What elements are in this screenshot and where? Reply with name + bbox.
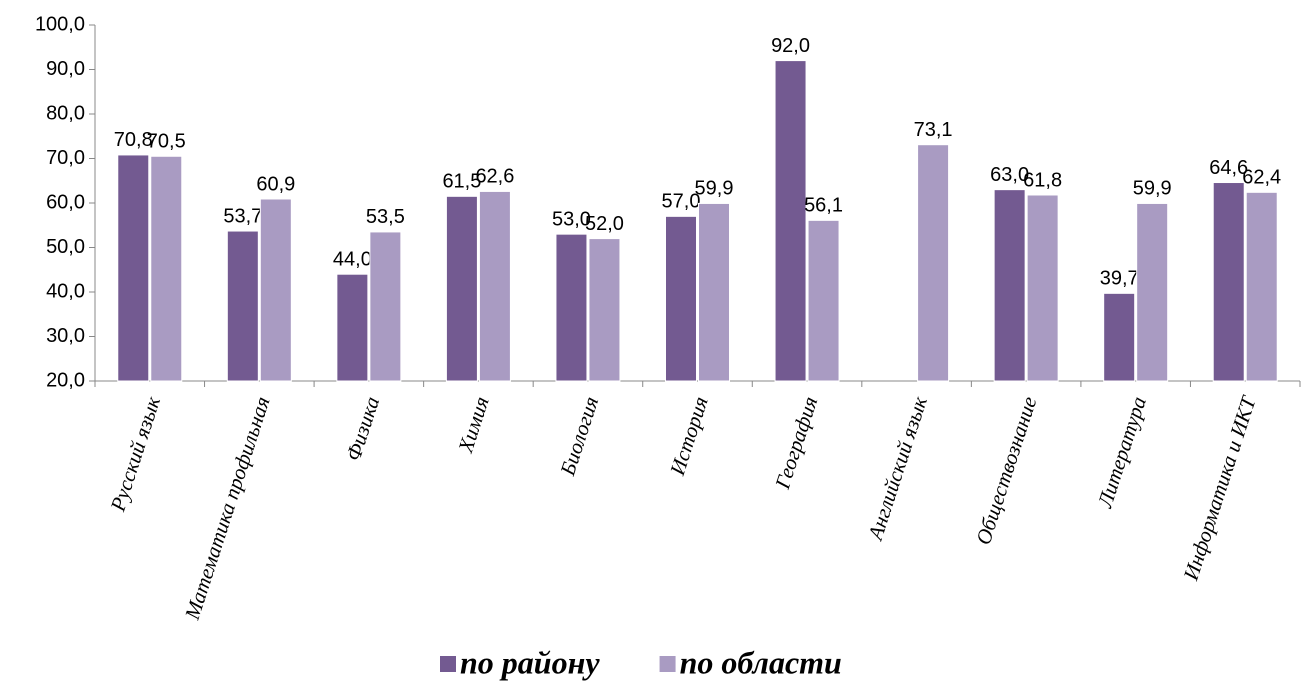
legend-swatch (440, 656, 456, 672)
legend-label: по району (460, 644, 600, 680)
y-tick-label: 30,0 (46, 325, 85, 347)
legend-label: по области (680, 644, 842, 680)
data-label: 62,4 (1242, 167, 1281, 189)
data-label: 61,8 (1023, 169, 1062, 191)
bar (1026, 194, 1059, 382)
y-tick-label: 20,0 (46, 369, 85, 391)
data-label: 63,0 (990, 164, 1029, 186)
data-label: 92,0 (771, 35, 810, 57)
bar (1103, 292, 1136, 382)
x-tick-label: Литература (1092, 394, 1151, 512)
data-label: 57,0 (662, 191, 701, 213)
data-label: 61,5 (442, 171, 481, 193)
y-tick-label: 60,0 (46, 191, 85, 213)
y-tick-label: 40,0 (46, 280, 85, 302)
data-label: 53,7 (223, 205, 262, 227)
bar (478, 190, 511, 382)
data-label: 64,6 (1209, 157, 1248, 179)
bar (150, 155, 183, 382)
y-tick-label: 50,0 (46, 236, 85, 258)
data-label: 73,1 (914, 119, 953, 141)
data-label: 52,0 (585, 213, 624, 235)
bar (1212, 182, 1245, 382)
data-label: 53,5 (366, 206, 405, 228)
bar (588, 238, 621, 382)
data-label: 59,9 (1133, 178, 1172, 200)
x-tick-label: Информатика и ИКТ (1178, 392, 1261, 584)
bar (226, 230, 259, 382)
data-label: 44,0 (333, 248, 372, 270)
bar (555, 233, 588, 382)
bar (993, 189, 1026, 382)
legend-swatch (659, 656, 676, 672)
y-tick-label: 100,0 (35, 13, 85, 35)
y-tick-label: 70,0 (46, 147, 85, 169)
data-label: 62,6 (475, 166, 514, 188)
x-tick-label: Физика (341, 394, 384, 464)
x-tick-label: Английский язык (863, 393, 932, 544)
bar (369, 231, 402, 382)
bar (774, 60, 807, 382)
bar (807, 219, 840, 382)
bar (117, 154, 150, 382)
x-tick-label: Математика профильная (180, 394, 275, 624)
bar (917, 144, 950, 382)
x-tick-label: География (770, 394, 823, 493)
bar (259, 198, 292, 382)
y-tick-label: 90,0 (46, 58, 85, 80)
x-tick-label: История (665, 394, 713, 479)
x-tick-label: Биология (555, 394, 603, 480)
data-label: 39,7 (1100, 268, 1139, 290)
data-label: 53,0 (552, 208, 591, 230)
x-tick-label: Обществознание (971, 394, 1041, 548)
data-label: 60,9 (256, 173, 295, 195)
data-label: 70,8 (114, 129, 153, 151)
bar (698, 202, 730, 382)
x-tick-label: Русский язык (105, 393, 165, 515)
data-label: 56,1 (804, 195, 843, 217)
bar (1136, 202, 1169, 382)
y-tick-label: 80,0 (46, 102, 85, 124)
data-label: 70,5 (147, 131, 186, 153)
bar (665, 215, 697, 382)
bar (1245, 191, 1278, 382)
bar (445, 195, 478, 382)
data-label: 59,9 (695, 178, 734, 200)
x-tick-label: Химия (453, 394, 494, 457)
bar (336, 273, 369, 382)
